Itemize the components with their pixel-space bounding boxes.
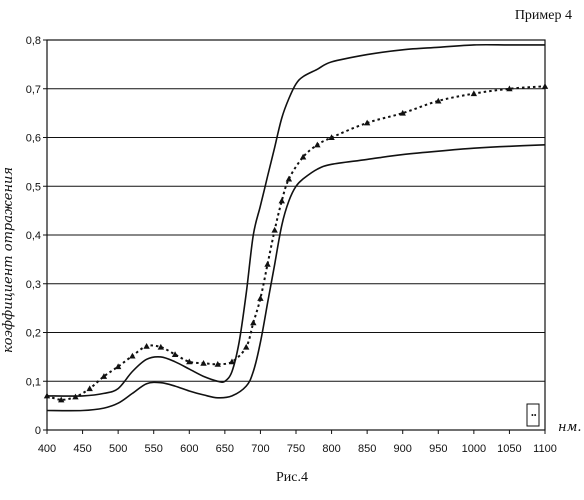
data-point-marker [115, 363, 121, 369]
reflectance-chart: 400 450 500 550 600 650 700 750 800 850 900 950 1000… [0, 0, 584, 465]
x-tick-label: 850 [358, 443, 376, 455]
x-tick-label: 500 [109, 443, 127, 455]
x-tick-label: 950 [429, 443, 447, 455]
x-tick-label: 750 [287, 443, 305, 455]
series-layer [44, 45, 548, 411]
data-point-marker [243, 344, 249, 350]
series-line-1 [47, 45, 545, 396]
data-point-marker [158, 344, 164, 350]
data-point-marker [250, 320, 256, 326]
x-axis-ticks: 400 450 500 550 600 650 700 750 800 850 900 950 1000… [38, 430, 557, 455]
y-tick-label: 0 [35, 425, 41, 437]
y-tick-label: 0,1 [26, 376, 41, 388]
data-point-marker [129, 353, 135, 359]
y-tick-label: 0,3 [26, 279, 41, 291]
data-point-marker [471, 90, 477, 96]
series-line-2 [47, 86, 545, 400]
grid-lines [47, 89, 545, 382]
y-axis-ticks: 0 0,1 0,2 0,3 0,4 0,5 0,6 0,7 0,8 [26, 35, 47, 437]
x-tick-label: 1100 [533, 443, 557, 455]
x-tick-label: 900 [394, 443, 412, 455]
y-tick-label: 0,8 [26, 35, 41, 47]
x-axis-title: нм. [558, 420, 581, 435]
y-tick-label: 0,2 [26, 328, 41, 340]
y-tick-label: 0,4 [26, 230, 41, 242]
figure-caption: Рис.4 [0, 470, 584, 486]
series-line-3 [47, 145, 545, 411]
data-point-marker [200, 360, 206, 366]
data-point-marker [143, 343, 149, 349]
data-point-marker [286, 176, 292, 182]
data-point-marker [271, 227, 277, 233]
data-point-marker [257, 295, 263, 301]
x-tick-label: 600 [180, 443, 198, 455]
y-axis-title: коэффициент отражения [1, 167, 16, 353]
x-tick-label: 450 [73, 443, 91, 455]
x-tick-label: 1000 [462, 443, 486, 455]
x-tick-label: 550 [145, 443, 163, 455]
x-tick-label: 700 [251, 443, 269, 455]
data-point-marker [86, 385, 92, 391]
y-tick-label: 0,6 [26, 133, 41, 145]
x-tick-label: 650 [216, 443, 234, 455]
legend-marker-glyph: •• [531, 411, 537, 420]
y-tick-label: 0,5 [26, 181, 41, 193]
x-tick-label: 800 [322, 443, 340, 455]
x-tick-label: 400 [38, 443, 56, 455]
data-point-marker [264, 261, 270, 267]
data-point-marker [279, 198, 285, 204]
data-point-marker [542, 83, 548, 89]
y-tick-label: 0,7 [26, 84, 41, 96]
x-tick-label: 1050 [497, 443, 521, 455]
